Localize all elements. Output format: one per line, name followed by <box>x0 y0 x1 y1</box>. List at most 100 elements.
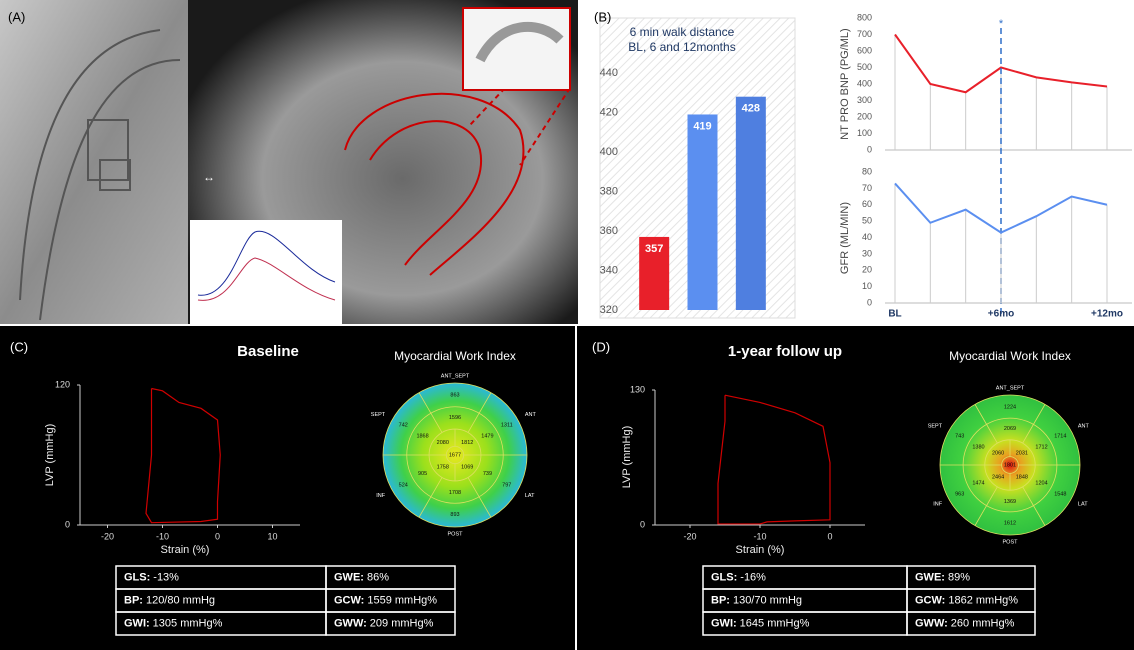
segment-value: 1712 <box>1035 444 1047 450</box>
y-tick-label: 300 <box>857 95 872 105</box>
segment-value: 1204 <box>1035 481 1047 487</box>
cell-value: 260 mmHg% <box>951 617 1015 629</box>
y-tick-label: 60 <box>862 199 872 209</box>
y-tick-label: 800 <box>857 12 872 22</box>
segment-value: 742 <box>399 423 408 429</box>
segment-value: 1677 <box>449 452 461 458</box>
y-tick-label: 440 <box>600 67 618 79</box>
segment-value: 524 <box>399 482 408 488</box>
y-tick-label: 0 <box>867 297 872 307</box>
bar <box>736 97 766 310</box>
table-text: GWE:86% <box>334 571 389 583</box>
bullseye-title: Myocardial Work Index <box>949 349 1071 363</box>
pv-loop <box>718 395 830 524</box>
page: { "panels": {"a": "(A)", "b": "(B)", "c"… <box>0 0 1134 650</box>
y-tick-label: 70 <box>862 183 872 193</box>
segment-value: 905 <box>418 471 427 477</box>
x-tick-label: -20 <box>101 531 114 541</box>
segment-value: 1369 <box>1004 499 1016 505</box>
y-tick-label: 50 <box>862 216 872 226</box>
y-axis-label: NT PRO BNP (PG/ML) <box>839 28 851 139</box>
y-axis-label: LVP (mmHg) <box>44 424 56 487</box>
fluoroscopy-image <box>0 0 188 325</box>
segment-label: ANT <box>1078 423 1090 429</box>
table-text: BP:120/80 mmHg <box>124 594 215 606</box>
y-tick-label: 600 <box>857 45 872 55</box>
y-tick-label: 360 <box>600 225 618 237</box>
segment-value: 797 <box>502 482 511 488</box>
y-axis-label: LVP (mmHg) <box>621 426 633 489</box>
bullseye-title: Myocardial Work Index <box>394 349 516 363</box>
cell-label: BP: <box>711 594 730 606</box>
segment-value: 1224 <box>1004 404 1016 410</box>
cell-label: BP: <box>124 594 143 606</box>
segment-value: 1474 <box>972 481 984 487</box>
table-text: GWW:209 mmHg% <box>334 617 434 629</box>
y-tick-label: 420 <box>600 106 618 118</box>
cell-value: 1559 mmHg% <box>367 594 437 606</box>
table-text: GWI:1305 mmHg% <box>124 617 223 629</box>
value-label: 419 <box>693 120 711 132</box>
cell-value: 120/80 mmHg <box>146 594 215 606</box>
x-axis-label: Strain (%) <box>161 544 210 556</box>
annotation: * <box>999 18 1004 30</box>
segment-value: 1868 <box>416 434 428 440</box>
y-tick-label: 200 <box>857 111 872 121</box>
segment-value: 1812 <box>461 440 473 446</box>
y-tick-label: 380 <box>600 185 618 197</box>
x-tick-label: +6mo <box>988 309 1014 320</box>
segment-value: 893 <box>450 512 459 518</box>
pressure-inset <box>190 220 342 325</box>
segment-label: POST <box>448 532 464 538</box>
y-tick-label: 0 <box>867 144 872 154</box>
segment-value: 2464 <box>992 474 1004 480</box>
y-tick-label: 30 <box>862 248 872 258</box>
segment-label: ANT <box>525 412 537 418</box>
cell-value: -16% <box>740 571 766 583</box>
y-tick-label: 40 <box>862 232 872 242</box>
bar <box>688 114 718 310</box>
table-text: GWW:260 mmHg% <box>915 617 1015 629</box>
y-tick-label: 500 <box>857 62 872 72</box>
cell-value: 1305 mmHg% <box>153 617 223 629</box>
y-tick-label: 130 <box>630 384 645 394</box>
segment-value: 1596 <box>449 415 461 421</box>
segment-label: LAT <box>1078 502 1088 508</box>
x-tick-label: 0 <box>215 531 220 541</box>
x-tick-label: +12mo <box>1091 309 1123 320</box>
segment-value: 1758 <box>437 465 449 471</box>
y-tick-label: 0 <box>640 519 645 529</box>
table-text: BP:130/70 mmHg <box>711 594 802 606</box>
segment-value: 739 <box>483 471 492 477</box>
x-tick-label: -20 <box>683 531 696 541</box>
segment-value: 2080 <box>437 440 449 446</box>
device-photo <box>463 8 570 90</box>
y-tick-label: 400 <box>857 78 872 88</box>
cell-label: GWE: <box>915 571 945 583</box>
segment-value: 1612 <box>1004 521 1016 527</box>
y-tick-label: 400 <box>600 146 618 158</box>
chart-title: Baseline <box>237 343 299 360</box>
segment-label: SEPT <box>371 412 386 418</box>
chart-title: 6 min walk distance <box>630 25 735 39</box>
cell-value: -13% <box>153 571 179 583</box>
y-tick-label: 20 <box>862 265 872 275</box>
cell-value: 1645 mmHg% <box>740 617 810 629</box>
segment-value: 1801 <box>1004 462 1016 468</box>
x-tick-label: 10 <box>267 531 277 541</box>
segment-value: 963 <box>955 492 964 498</box>
segment-value: 1548 <box>1054 492 1066 498</box>
cell-value: 1862 mmHg% <box>948 594 1018 606</box>
value-label: 357 <box>645 243 663 255</box>
segment-label: INF <box>376 493 386 499</box>
segment-value: 2060 <box>992 451 1004 457</box>
segment-value: 1708 <box>449 490 461 496</box>
panel-label: (D) <box>592 339 610 354</box>
y-tick-label: 80 <box>862 166 872 176</box>
y-tick-label: 320 <box>600 304 618 316</box>
segment-value: 1479 <box>481 434 493 440</box>
segment-label: LAT <box>525 493 535 499</box>
segment-value: 1311 <box>501 423 513 429</box>
chart-title: 1-year follow up <box>728 343 842 360</box>
cell-label: GCW: <box>334 594 364 606</box>
